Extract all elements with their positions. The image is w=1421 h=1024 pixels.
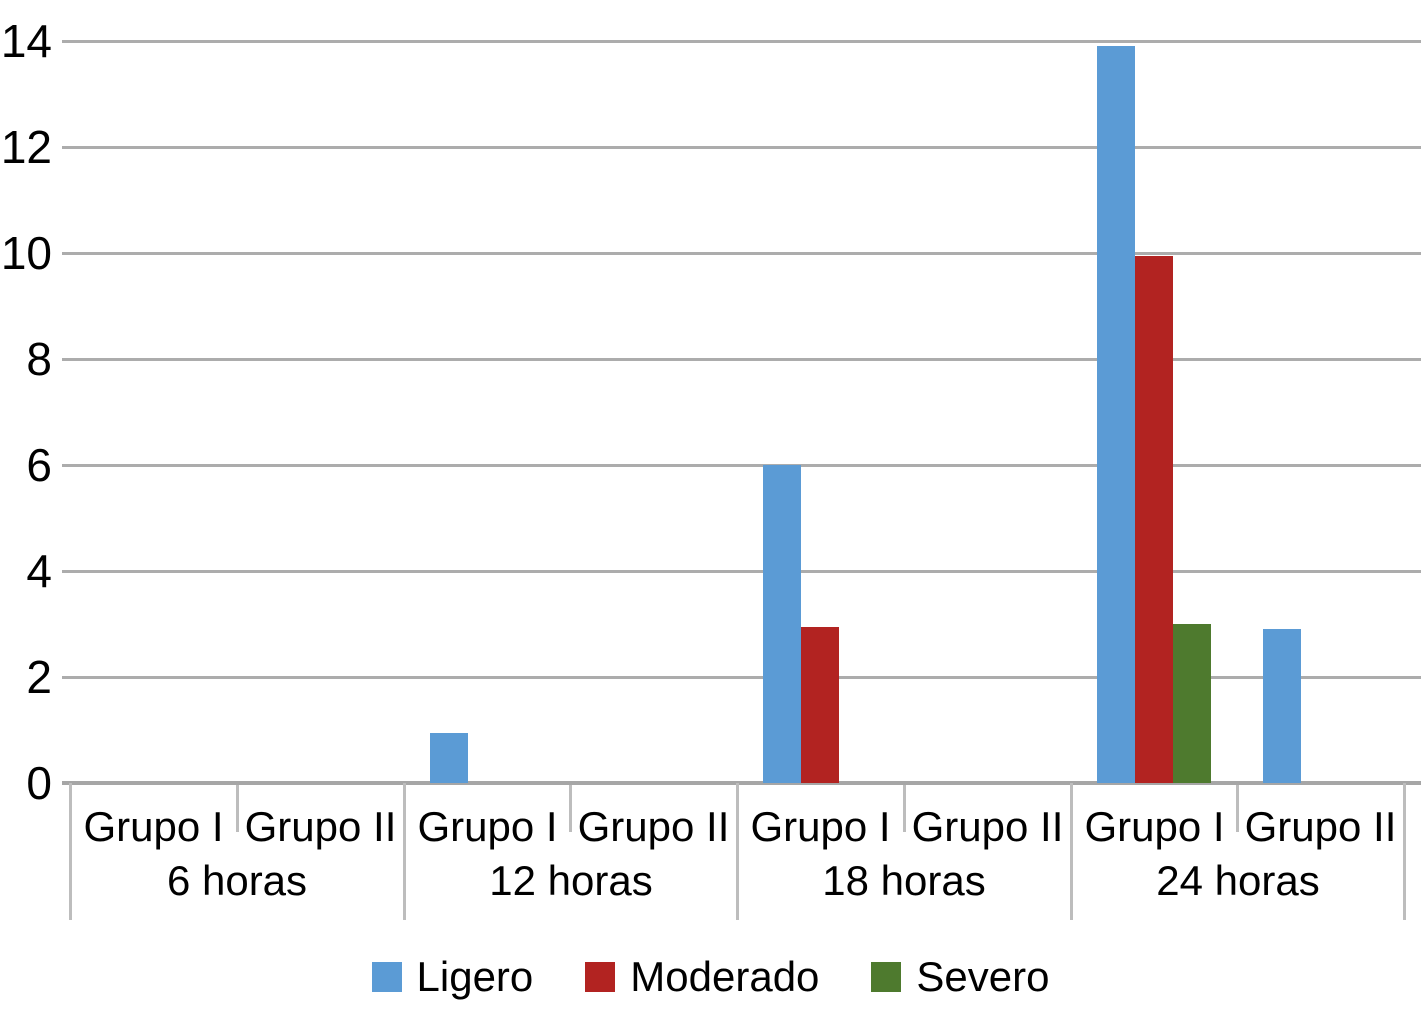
bar-severo-grupo-i-24-horas	[1173, 624, 1211, 783]
x-label-grupo-ii-18-horas: Grupo II	[911, 803, 1064, 850]
category-separator	[69, 783, 72, 920]
category-separator	[736, 783, 739, 920]
x-group-label-12-horas: 12 horas	[489, 857, 653, 904]
subcategory-tick	[1236, 785, 1239, 832]
y-gridline	[62, 570, 1421, 573]
category-separator	[403, 783, 406, 920]
category-separator	[1403, 783, 1406, 920]
bar-ligero-grupo-i-18-horas	[763, 465, 801, 783]
legend-item-ligero: Ligero	[371, 953, 534, 1000]
chart-legend: Ligero Moderado Severo	[0, 956, 1421, 998]
y-tick-label: 12	[0, 121, 52, 173]
x-group-label-24-horas: 24 horas	[1156, 857, 1320, 904]
legend-item-severo: Severo	[871, 956, 1049, 998]
category-separator	[1070, 783, 1073, 920]
y-tick-label: 6	[26, 439, 52, 491]
legend-swatch-moderado	[585, 962, 616, 992]
subcategory-tick	[903, 785, 906, 832]
bar-ligero-grupo-i-24-horas	[1097, 46, 1135, 783]
y-gridline	[62, 252, 1421, 255]
y-gridline	[62, 40, 1421, 43]
x-label-grupo-i-18-horas: Grupo I	[750, 803, 891, 850]
legend-label-severo: Severo	[916, 953, 1050, 1000]
x-label-grupo-ii-12-horas: Grupo II	[577, 803, 730, 850]
subcategory-tick	[236, 785, 239, 832]
bar-moderado-grupo-i-18-horas	[801, 627, 839, 783]
legend-swatch-severo	[871, 962, 902, 992]
y-tick-label: 8	[26, 333, 52, 385]
bar-moderado-grupo-i-24-horas	[1135, 256, 1173, 783]
y-gridline	[62, 146, 1421, 149]
y-tick-label: 2	[26, 651, 52, 703]
x-label-grupo-ii-6-horas: Grupo II	[244, 803, 397, 850]
bar-ligero-grupo-ii-24-horas	[1263, 629, 1301, 783]
y-gridline	[62, 464, 1421, 467]
y-tick-label: 14	[0, 15, 52, 67]
legend-label-ligero: Ligero	[416, 953, 534, 1000]
x-label-grupo-ii-24-horas: Grupo II	[1244, 803, 1397, 850]
x-label-grupo-i-24-horas: Grupo I	[1084, 803, 1225, 850]
x-label-grupo-i-12-horas: Grupo I	[417, 803, 558, 850]
y-tick-label: 0	[26, 757, 52, 809]
x-group-label-18-horas: 18 horas	[822, 857, 986, 904]
y-gridline	[62, 358, 1421, 361]
y-tick-label: 10	[0, 227, 52, 279]
bar-ligero-grupo-i-12-horas	[430, 733, 468, 783]
y-tick-label: 4	[26, 545, 52, 597]
x-group-label-6-horas: 6 horas	[166, 857, 308, 904]
x-axis-baseline	[62, 781, 1421, 785]
legend-label-moderado: Moderado	[630, 953, 820, 1000]
legend-item-moderado: Moderado	[585, 956, 819, 998]
legend-swatch-ligero	[371, 962, 402, 992]
y-gridline	[62, 676, 1421, 679]
subcategory-tick	[569, 785, 572, 832]
x-label-grupo-i-6-horas: Grupo I	[83, 803, 224, 850]
